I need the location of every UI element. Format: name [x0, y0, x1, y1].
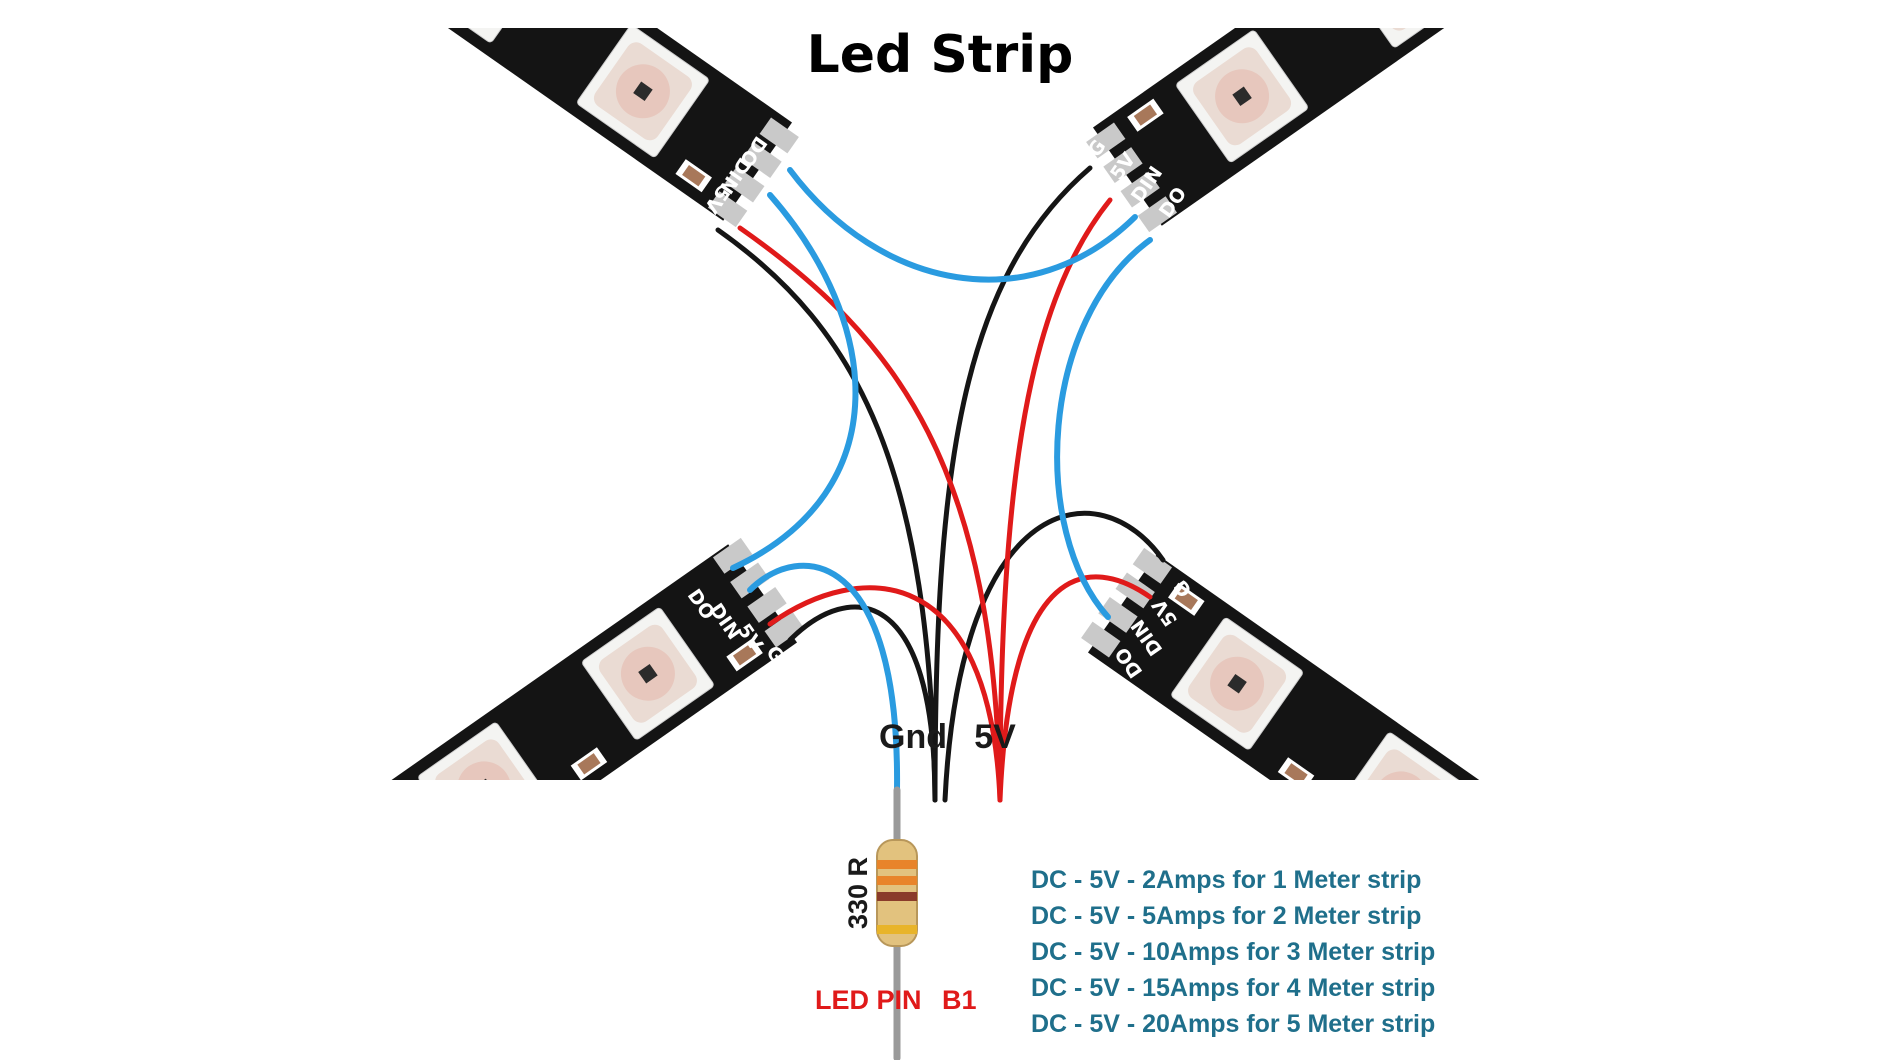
solder-pad [1081, 621, 1121, 658]
led-module [582, 607, 714, 740]
resistor-label: 330 R [843, 857, 873, 929]
solder-pad [707, 191, 748, 228]
power-wire [997, 574, 1153, 803]
power-spec-list: DC - 5V - 2Amps for 1 Meter strip DC - 5… [1031, 866, 1435, 1038]
led-module [418, 722, 550, 780]
led-strip-bottom-left [294, 537, 804, 780]
spec-line: DC - 5V - 20Amps for 5 Meter strip [1031, 1010, 1435, 1038]
ground-wires [715, 165, 1166, 803]
solder-pad [759, 117, 799, 154]
solder-pad [1137, 196, 1178, 233]
led-module [577, 28, 709, 158]
ground-wire [787, 604, 938, 803]
spec-line: DC - 5V - 10Amps for 3 Meter strip [1031, 938, 1435, 966]
solder-pad [747, 587, 787, 623]
capacitor [566, 0, 603, 18]
resistor [876, 839, 918, 947]
solder-pad [742, 142, 782, 178]
solder-pad [1086, 122, 1126, 159]
led-pin-number: B1 [942, 985, 977, 1015]
led-module [1335, 732, 1467, 780]
solder-pad [730, 562, 770, 599]
vcc-label: 5V [974, 718, 1016, 756]
power-wire [997, 197, 1113, 803]
data-wire [787, 167, 1138, 283]
data-wire [747, 562, 901, 793]
gnd-label: Gnd [879, 718, 947, 756]
data-wire [1054, 237, 1153, 620]
data-wire [730, 192, 859, 571]
data-wires [730, 167, 1153, 793]
spec-line: DC - 5V - 15Amps for 4 Meter strip [1031, 974, 1435, 1002]
capacitor [726, 638, 763, 672]
spec-line: DC - 5V - 5Amps for 2 Meter strip [1031, 902, 1421, 930]
led-strip-bottom-right [1081, 547, 1591, 780]
capacitor [1277, 757, 1315, 780]
solder-pad [1103, 147, 1143, 183]
capacitor [570, 747, 608, 780]
power-wires [737, 197, 1153, 803]
solder-pad [1120, 171, 1160, 208]
spec-line: DC - 5V - 2Amps for 1 Meter strip [1031, 866, 1421, 894]
solder-pad [712, 537, 753, 574]
led-strip-top-left [289, 0, 799, 228]
led-strip-top-right [1086, 0, 1596, 233]
power-wire [737, 225, 1003, 803]
solder-pad [725, 166, 765, 203]
led-pin-label: LED PIN [815, 985, 922, 1015]
ground-wire [715, 227, 938, 803]
capacitor [675, 159, 712, 193]
solder-pad [1132, 547, 1173, 584]
ground-wire [942, 510, 1166, 803]
capacitor [1168, 582, 1205, 616]
led-module [1176, 30, 1308, 163]
pad-label: G [685, 213, 712, 238]
capacitor [1283, 0, 1320, 23]
solder-pad [764, 611, 804, 648]
led-module [1171, 617, 1303, 750]
capacitor [1127, 98, 1164, 132]
diagram-title: Led Strip [807, 25, 1074, 85]
solder-pad [1098, 597, 1138, 633]
power-wire [767, 585, 1003, 803]
ground-wire [932, 165, 1093, 803]
